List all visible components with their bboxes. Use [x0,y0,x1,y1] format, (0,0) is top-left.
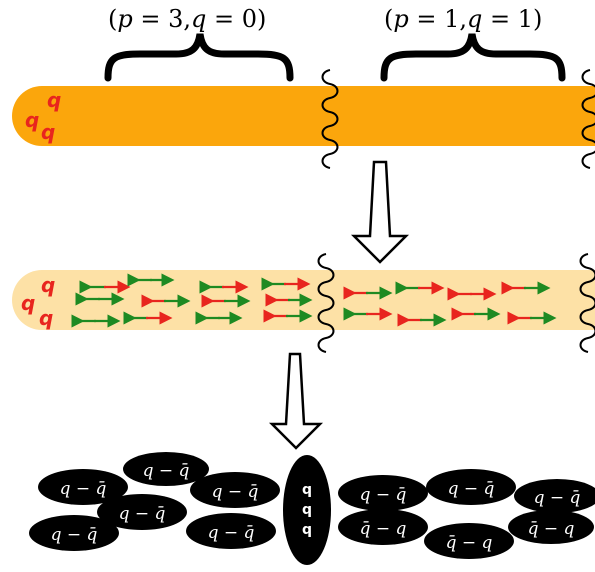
meson-1: q − q̄ [123,452,209,486]
meson-7: q − q̄ [338,475,428,511]
brace-right [380,33,566,82]
quark-1: q [47,88,61,112]
meson-10: q̄ − q [338,509,428,545]
meson-8: q − q̄ [426,469,516,505]
svg-text:q − q̄: q − q̄ [119,504,166,524]
string-bar-solid [12,86,595,146]
svg-text:q − q̄: q − q̄ [448,479,495,499]
svg-text:q − q̄: q − q̄ [208,523,255,543]
spring-right-middle [579,253,595,353]
meson-3: q − q̄ [190,472,280,508]
quark-4: q [41,273,55,297]
label-right-sector: (p = 1,q = 1) [384,5,542,33]
svg-text:q̄ − q: q̄ − q [360,519,407,539]
svg-text:q − q̄: q − q̄ [60,479,107,499]
meson-2: q − q̄ [38,469,128,505]
spring-right-top [581,69,595,169]
spring-center-top [321,69,339,169]
quark-3: q [41,120,55,144]
brace-left [104,33,294,82]
meson-12: q̄ − q [508,510,594,544]
svg-text:q: q [302,482,312,498]
svg-text:q − q̄: q − q̄ [360,485,407,505]
dipole-arrows [71,273,557,328]
svg-text:q: q [302,502,312,518]
baryon: q q q [283,455,331,565]
svg-text:q̄ − q: q̄ − q [528,519,575,539]
svg-text:q − q̄: q − q̄ [51,525,98,545]
quark-6: q [39,306,53,330]
down-arrow-1 [350,160,410,264]
meson-11: q̄ − q [424,523,514,559]
quark-5: q [21,291,35,315]
svg-text:q − q̄: q − q̄ [212,482,259,502]
spring-center-middle [317,253,335,353]
meson-6: q − q̄ [186,513,276,549]
label-left-sector: (p = 3,q = 0) [108,5,266,33]
meson-5: q − q̄ [29,515,119,551]
meson-9: q − q̄ [514,479,595,513]
svg-text:q: q [302,522,312,538]
svg-text:q − q̄: q − q̄ [143,461,190,481]
quark-2: q [25,108,39,132]
svg-text:q − q̄: q − q̄ [534,488,581,508]
svg-text:q̄ − q: q̄ − q [446,533,493,553]
down-arrow-2 [268,352,324,450]
meson-4: q − q̄ [97,494,187,530]
